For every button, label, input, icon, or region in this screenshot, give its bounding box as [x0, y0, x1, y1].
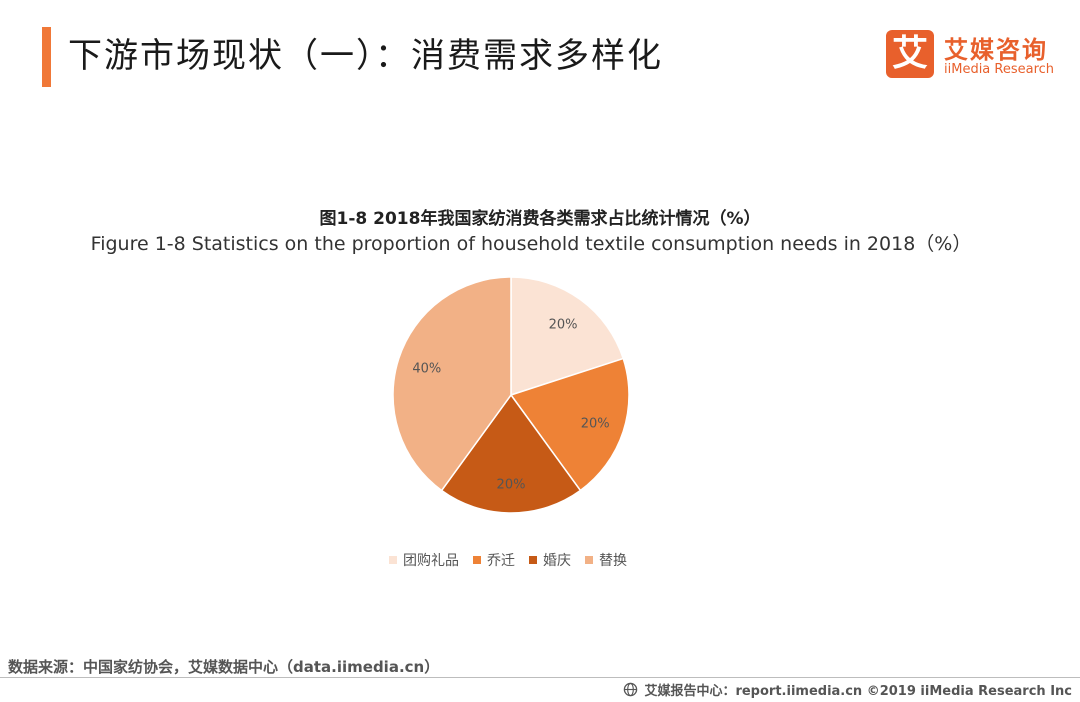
pie-slice-4 — [392, 276, 512, 492]
logo-en-text: iiMedia Research — [944, 62, 1055, 77]
slice-label-2: 20% — [581, 416, 610, 431]
legend-swatch — [389, 556, 397, 564]
legend-swatch — [529, 556, 537, 564]
legend-label: 团购礼品 — [403, 553, 459, 569]
slice-label-3: 20% — [497, 478, 526, 493]
footer-copyright: 艾媒报告中心：report.iimedia.cn ©2019 iiMedia R… — [623, 680, 1072, 699]
chart-legend: 团购礼品 乔迁 婚庆 替换 — [389, 550, 627, 570]
legend-label: 婚庆 — [543, 553, 571, 569]
title-accent-bar — [42, 27, 51, 87]
data-source-note: 数据来源：中国家纺协会，艾媒数据中心（data.iimedia.cn） — [8, 658, 440, 676]
logo-cn-text: 艾媒咨询 — [944, 36, 1048, 64]
legend-item: 替换 — [585, 550, 627, 570]
legend-swatch — [585, 556, 593, 564]
legend-item: 乔迁 — [473, 550, 515, 570]
slice-label-1: 20% — [549, 317, 578, 332]
globe-icon — [624, 682, 638, 697]
logo-mark-icon: 艾 — [886, 30, 934, 78]
legend-item: 团购礼品 — [389, 550, 459, 570]
legend-swatch — [473, 556, 481, 564]
iimedia-logo: 艾 艾媒咨询 iiMedia Research — [886, 30, 1066, 80]
slice-label-4: 40% — [412, 362, 441, 377]
page-title: 下游市场现状（一）：消费需求多样化 — [68, 36, 663, 76]
pie-slice-3 — [440, 393, 582, 514]
chart-title: 图1-8 2018年我国家纺消费各类需求占比统计情况（%） — [319, 209, 761, 229]
chart-subtitle: Figure 1-8 Statistics on the proportion … — [90, 233, 972, 255]
legend-label: 替换 — [599, 553, 627, 569]
pie-slice-2 — [509, 357, 630, 492]
legend-item: 婚庆 — [529, 550, 571, 570]
legend-label: 乔迁 — [487, 553, 515, 569]
copyright-text: 艾媒报告中心：report.iimedia.cn ©2019 iiMedia R… — [644, 684, 1072, 699]
pie-slice-1 — [510, 276, 625, 397]
footer-divider — [0, 677, 1080, 678]
